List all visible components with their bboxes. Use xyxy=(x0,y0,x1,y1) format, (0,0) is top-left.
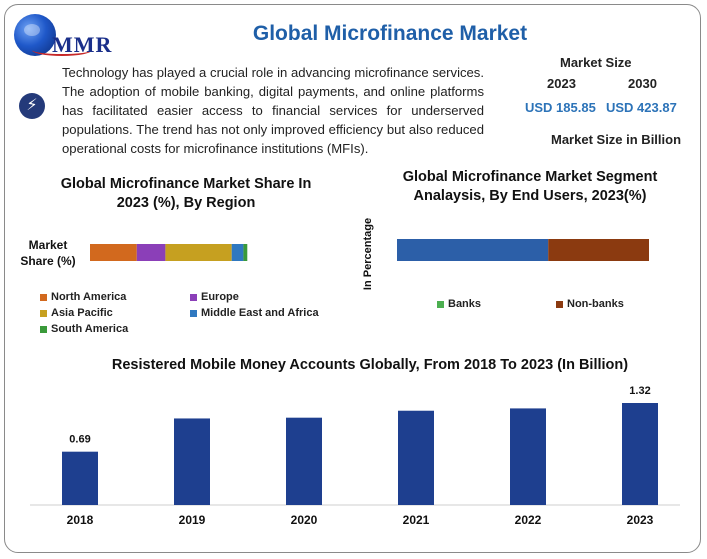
legend-swatch xyxy=(40,325,47,333)
x-tick-label-2019: 2019 xyxy=(179,513,206,527)
market-size-value-2023: USD 185.85 xyxy=(525,100,596,115)
market-size-unit-note: Market Size in Billion xyxy=(551,132,682,147)
infographic-frame xyxy=(4,4,701,553)
market-size-year-2023: 2023 xyxy=(547,76,576,91)
mmr-logo: MMR xyxy=(14,14,144,58)
region-bar-segment-middle-east-and-africa xyxy=(231,244,244,261)
legend-swatch xyxy=(190,293,197,301)
logo-text: MMR xyxy=(52,32,113,57)
region-bar-segment-south-america xyxy=(243,244,248,261)
region-share-chart-title: Global Microfinance Market Share In 2023… xyxy=(60,176,312,211)
bar-2018 xyxy=(62,451,98,505)
end-user-bar-segment-banks xyxy=(397,239,549,261)
region-bar-segment-north-america xyxy=(90,244,137,261)
market-size-label: Market Size xyxy=(560,55,632,70)
x-tick-label-2020: 2020 xyxy=(291,513,318,527)
legend-swatch xyxy=(40,309,47,317)
bar-2022 xyxy=(510,408,546,505)
data-label-2018: 0.69 xyxy=(69,434,90,446)
intro-paragraph: Technology has played a crucial role in … xyxy=(62,65,484,156)
legend-swatch xyxy=(437,300,444,308)
x-tick-label-2022: 2022 xyxy=(515,513,542,527)
legend-item-north-america: North America xyxy=(40,291,126,303)
page-title: Global Microfinance Market xyxy=(252,22,528,45)
x-tick-label-2021: 2021 xyxy=(403,513,430,527)
legend-label: Asia Pacific xyxy=(51,307,113,319)
legend-item-europe: Europe xyxy=(190,291,239,303)
x-tick-label-2023: 2023 xyxy=(627,513,654,527)
legend-swatch xyxy=(190,309,197,317)
region-bar-segment-europe xyxy=(136,244,166,261)
legend-label: Europe xyxy=(201,291,239,303)
x-tick-label-2018: 2018 xyxy=(67,513,94,527)
legend-label: Non-banks xyxy=(567,298,624,310)
market-size-value-2030: USD 423.87 xyxy=(606,100,677,115)
legend-item-south-america: South America xyxy=(40,323,128,335)
legend-label: Banks xyxy=(448,298,482,310)
legend-label: North America xyxy=(51,291,127,303)
legend-label: South America xyxy=(51,323,129,335)
legend-swatch xyxy=(556,300,563,308)
data-label-2023: 1.32 xyxy=(629,385,650,397)
legend-item-banks: Banks xyxy=(437,298,481,310)
end-user-chart-title: Global Microfinance Market Segment Anala… xyxy=(402,169,658,204)
bar-2019 xyxy=(174,418,210,505)
bar-2023 xyxy=(622,403,658,505)
bar-2021 xyxy=(398,410,434,505)
legend-label: Middle East and Africa xyxy=(201,307,319,319)
legend-item-asia-pacific: Asia Pacific xyxy=(40,307,113,319)
legend-item-non-banks: Non-banks xyxy=(556,298,624,310)
lightning-bolt-icon: ⚡ xyxy=(19,93,45,119)
legend-swatch xyxy=(40,293,47,301)
mobile-money-chart-title: Resistered Mobile Money Accounts Globall… xyxy=(111,357,629,373)
logo-swoosh xyxy=(32,44,92,56)
market-size-year-2030: 2030 xyxy=(628,76,657,91)
region-share-y-label: Market Share (%) xyxy=(20,238,76,268)
region-bar-segment-asia-pacific xyxy=(165,244,232,261)
legend-item-middle-east-and-africa: Middle East and Africa xyxy=(190,307,319,319)
bar-2020 xyxy=(286,417,322,505)
end-user-bar-segment-non-banks xyxy=(548,239,649,261)
